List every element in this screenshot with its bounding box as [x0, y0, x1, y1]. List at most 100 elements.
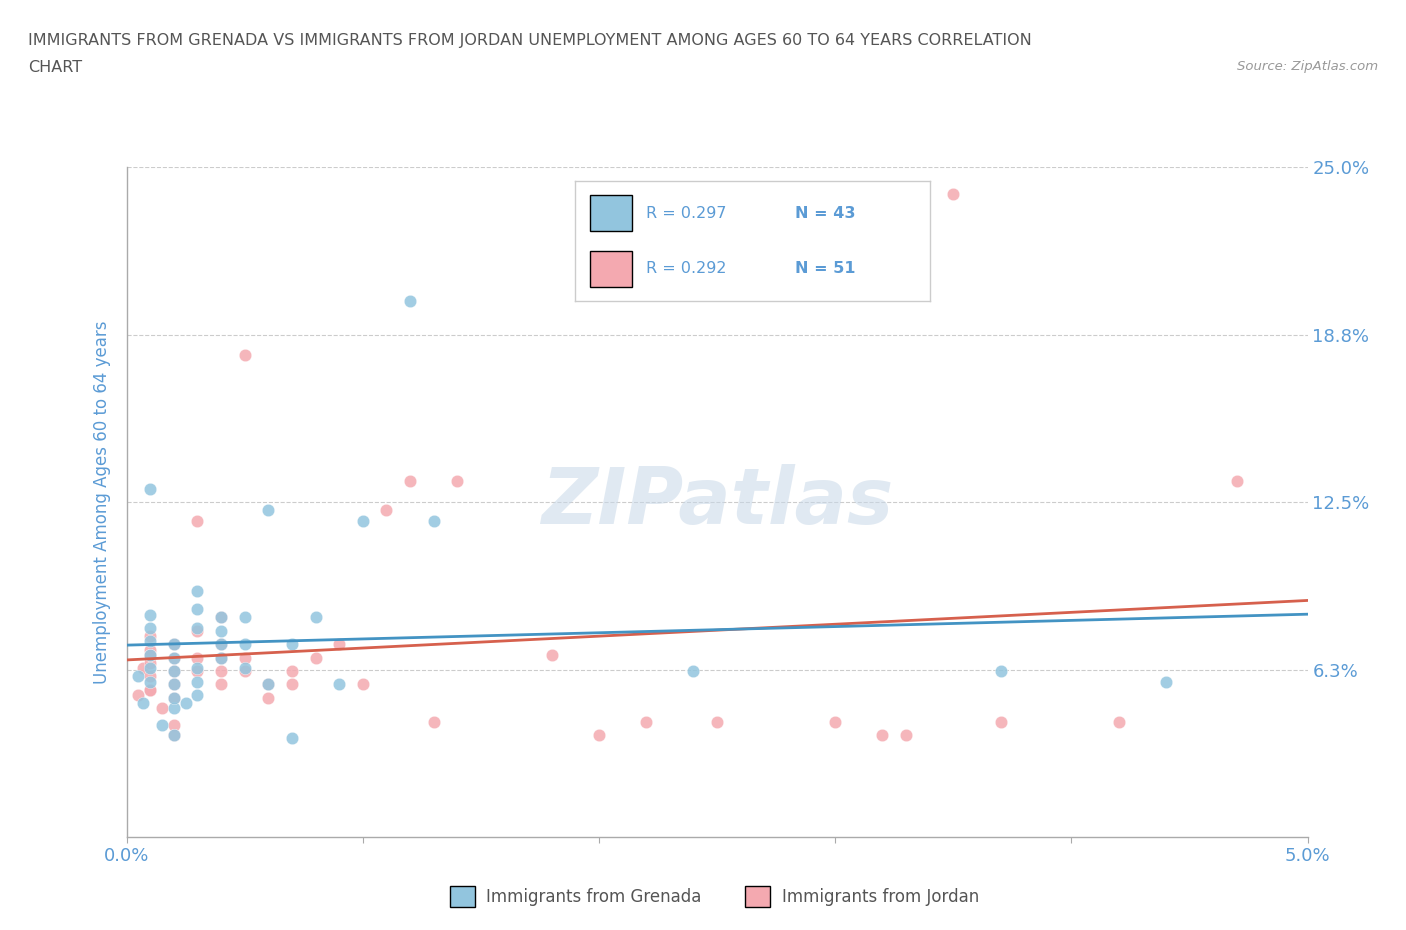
- Point: [990, 663, 1012, 678]
- Point: [257, 677, 280, 692]
- Point: [209, 650, 232, 665]
- Point: [139, 482, 162, 497]
- Point: [233, 348, 256, 363]
- Point: [127, 687, 149, 702]
- Point: [281, 637, 304, 652]
- Point: [163, 677, 186, 692]
- FancyBboxPatch shape: [589, 251, 633, 286]
- Point: [706, 714, 728, 729]
- Text: R = 0.297: R = 0.297: [647, 206, 727, 220]
- Point: [872, 728, 894, 743]
- Point: [186, 513, 208, 528]
- Point: [209, 650, 232, 665]
- Point: [281, 677, 304, 692]
- Point: [163, 690, 186, 705]
- Point: [139, 656, 162, 671]
- Point: [588, 728, 610, 743]
- Point: [139, 647, 162, 662]
- Point: [139, 661, 162, 676]
- Point: [257, 677, 280, 692]
- Point: [1108, 714, 1130, 729]
- Text: CHART: CHART: [28, 60, 82, 75]
- Point: [422, 714, 444, 729]
- Point: [257, 503, 280, 518]
- Text: ZIPatlas: ZIPatlas: [541, 464, 893, 540]
- Point: [139, 620, 162, 635]
- Point: [127, 669, 149, 684]
- Point: [163, 637, 186, 652]
- Point: [132, 661, 155, 676]
- Point: [209, 677, 232, 692]
- Point: [150, 717, 173, 732]
- Point: [352, 513, 374, 528]
- Point: [233, 637, 256, 652]
- Point: [636, 714, 658, 729]
- Point: [186, 620, 208, 635]
- Point: [894, 728, 917, 743]
- Text: Immigrants from Jordan: Immigrants from Jordan: [782, 887, 979, 906]
- Point: [139, 674, 162, 689]
- Point: [186, 674, 208, 689]
- Point: [139, 634, 162, 649]
- Point: [139, 607, 162, 622]
- Point: [304, 650, 326, 665]
- Point: [1154, 674, 1177, 689]
- Point: [186, 661, 208, 676]
- Text: R = 0.292: R = 0.292: [647, 261, 727, 276]
- Point: [281, 730, 304, 745]
- Point: [163, 663, 186, 678]
- Point: [422, 513, 444, 528]
- Point: [233, 663, 256, 678]
- Point: [209, 623, 232, 638]
- Point: [163, 728, 186, 743]
- Point: [990, 714, 1012, 729]
- Point: [352, 677, 374, 692]
- Point: [209, 663, 232, 678]
- Point: [209, 610, 232, 625]
- Text: N = 51: N = 51: [794, 261, 855, 276]
- Point: [186, 623, 208, 638]
- FancyBboxPatch shape: [589, 195, 633, 232]
- Point: [942, 187, 965, 202]
- Point: [163, 728, 186, 743]
- Point: [186, 663, 208, 678]
- Y-axis label: Unemployment Among Ages 60 to 64 years: Unemployment Among Ages 60 to 64 years: [93, 321, 111, 684]
- Point: [209, 637, 232, 652]
- Point: [281, 663, 304, 678]
- Point: [163, 650, 186, 665]
- Point: [150, 701, 173, 716]
- Point: [209, 610, 232, 625]
- Point: [139, 629, 162, 644]
- Point: [540, 647, 562, 662]
- Point: [1226, 473, 1249, 488]
- Point: [399, 473, 422, 488]
- Point: [139, 683, 162, 698]
- Point: [139, 647, 162, 662]
- Point: [304, 610, 326, 625]
- Point: [257, 690, 280, 705]
- Point: [163, 650, 186, 665]
- Point: [163, 717, 186, 732]
- Text: Source: ZipAtlas.com: Source: ZipAtlas.com: [1237, 60, 1378, 73]
- Point: [139, 683, 162, 698]
- Point: [375, 503, 398, 518]
- Point: [163, 701, 186, 716]
- Point: [139, 669, 162, 684]
- Text: Immigrants from Grenada: Immigrants from Grenada: [486, 887, 702, 906]
- Point: [163, 677, 186, 692]
- Point: [163, 637, 186, 652]
- Point: [132, 696, 155, 711]
- Point: [209, 637, 232, 652]
- Text: IMMIGRANTS FROM GRENADA VS IMMIGRANTS FROM JORDAN UNEMPLOYMENT AMONG AGES 60 TO : IMMIGRANTS FROM GRENADA VS IMMIGRANTS FR…: [28, 33, 1032, 47]
- Point: [446, 473, 468, 488]
- Point: [174, 696, 197, 711]
- Point: [233, 610, 256, 625]
- Point: [163, 690, 186, 705]
- Point: [139, 642, 162, 657]
- Point: [233, 661, 256, 676]
- Point: [186, 687, 208, 702]
- Point: [186, 583, 208, 598]
- Point: [163, 663, 186, 678]
- Point: [824, 714, 846, 729]
- Point: [328, 677, 350, 692]
